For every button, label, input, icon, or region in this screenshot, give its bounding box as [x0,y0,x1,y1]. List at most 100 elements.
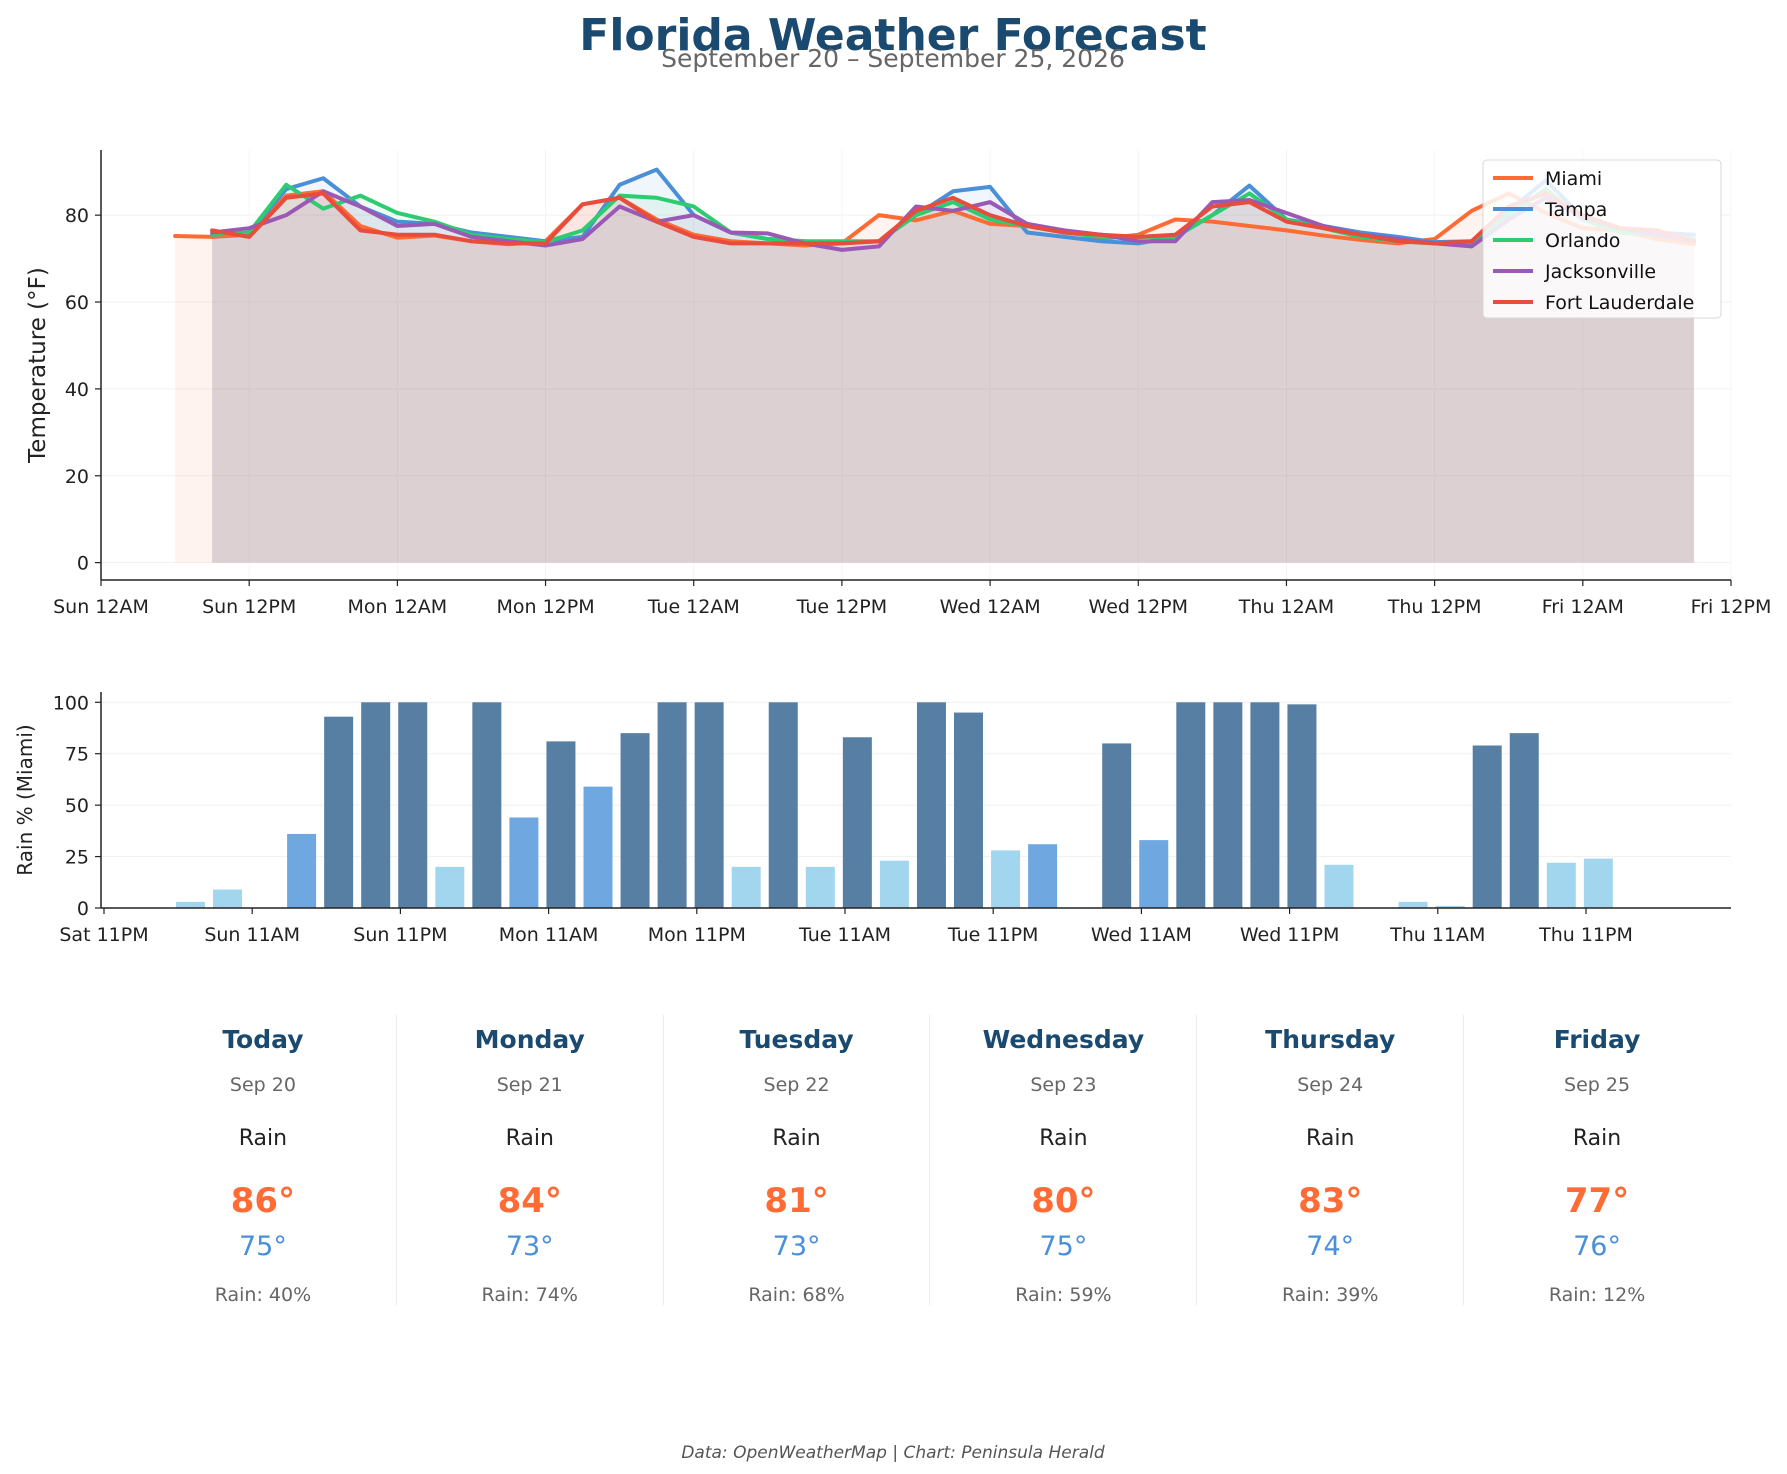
series-area [212,191,1694,563]
y-tick-label: 50 [65,795,89,817]
legend-label: Miami [1545,168,1602,190]
forecast-day: Tuesday [739,1025,854,1054]
x-tick-label: Fri 12AM [1542,596,1624,618]
forecast-high: 83° [1298,1181,1363,1221]
forecast-date: Sep 21 [496,1074,563,1096]
y-tick-label: 60 [65,292,89,314]
forecast-rain: Rain: 59% [1015,1284,1112,1306]
forecast-rain: Rain: 12% [1548,1284,1646,1306]
forecast-high: 80° [1031,1181,1096,1221]
rain-bar [954,712,983,908]
forecast-card-thursday: Thursday Sep 24 Rain 83° 74° Rain: 39% [1197,1015,1465,1306]
rain-bar [768,702,798,908]
rain-bar [1583,858,1613,908]
x-tick-label: Sun 12AM [53,596,149,618]
rain-bar [1435,905,1465,908]
rain-bar [1028,844,1058,908]
forecast-date: Sep 24 [1297,1074,1364,1096]
rain-bar [1250,702,1280,908]
legend-label: Tampa [1544,199,1607,221]
rain-bar [620,733,650,908]
forecast-date: Sep 25 [1564,1074,1631,1096]
y-tick-label: 100 [53,692,89,714]
rain-bar [1398,901,1428,908]
rain-bar [1509,733,1539,908]
rain-bar [398,702,428,908]
forecast-condition: Rain [505,1126,554,1151]
forecast-day: Monday [474,1025,585,1054]
rain-bar [361,702,391,908]
x-tick-label: Tue 11AM [798,924,891,946]
rain-bar [1472,745,1502,908]
x-tick-label: Mon 11AM [499,924,599,946]
y-tick-label: 80 [65,205,89,227]
rain-bar [583,786,613,908]
x-tick-label: Mon 12PM [496,596,594,618]
rain-bar [1287,704,1317,908]
series-area [212,184,1694,563]
forecast-card-friday: Friday Sep 25 Rain 77° 76° Rain: 12% [1464,1015,1730,1306]
x-tick-label: Sun 11AM [204,924,300,946]
x-tick-label: Wed 12AM [940,596,1041,618]
temperature-panel: 0 20 40 60 80 Sun 12AM Sun 12PM Mon 12AM Mon 12P… [25,150,1771,618]
forecast-rain: Rain: 40% [214,1284,312,1306]
forecast-date: Sep 23 [1030,1074,1097,1096]
series-area [212,193,1694,563]
rain-bar [1176,702,1206,908]
rain-bar [509,817,539,908]
x-tick-label: Thu 11PM [1538,924,1633,946]
x-tick-label: Tue 12PM [796,596,888,618]
forecast-low: 75° [238,1231,287,1262]
forecast-low: 73° [505,1231,554,1262]
y-tick-label: 40 [65,379,89,401]
forecast-high: 77° [1564,1181,1630,1221]
chart-subtitle: September 20 – September 25, 2026 [661,44,1125,73]
x-tick-label: Tue 12AM [647,596,740,618]
legend-label: Orlando [1545,230,1620,252]
series-line [210,191,1696,246]
forecast-condition: Rain [238,1126,288,1151]
forecast-condition: Rain [772,1126,821,1151]
legend-label: Jacksonville [1544,261,1656,283]
y-tick-label: 0 [77,553,89,575]
forecast-condition: Rain [1572,1126,1622,1151]
forecast-day: Wednesday [982,1025,1145,1054]
forecast-low: 73° [772,1231,821,1262]
forecast-rain: Rain: 39% [1282,1284,1379,1306]
forecast-condition: Rain [1039,1126,1088,1151]
rain-bar [805,866,835,908]
x-tick-label: Mon 12AM [348,596,448,618]
forecast-cards: Today Sep 20 Rain 86° 75° Rain: 40% Mond… [130,1015,1730,1306]
rain-bar [1213,702,1243,908]
x-tick-label: Sat 11PM [59,924,148,946]
y-tick-label: 0 [77,898,89,920]
x-tick-label: Tue 11PM [947,924,1039,946]
chart-title: Florida Weather Forecast [579,10,1206,61]
rain-bar [1324,864,1354,908]
rain-bar [1546,862,1576,908]
forecast-day: Thursday [1265,1025,1396,1054]
forecast-high: 81° [764,1181,829,1221]
rain-bar [287,833,317,908]
forecast-card-today: Today Sep 20 Rain 86° 75° Rain: 40% [130,1015,397,1306]
forecast-card-wednesday: Wednesday Sep 23 Rain 80° 75° Rain: 59% [930,1015,1198,1306]
rain-bar [175,901,205,908]
forecast-rain: Rain: 68% [748,1284,845,1306]
series-area [175,191,1694,563]
forecast-card-tuesday: Tuesday Sep 22 Rain 81° 73° Rain: 68% [664,1015,931,1306]
forecast-low: 76° [1573,1231,1621,1262]
legend-label: Fort Lauderdale [1545,292,1694,314]
rain-bar [694,702,724,908]
rain-bar [213,889,242,908]
rain-bar [324,716,354,908]
x-tick-label: Thu 12AM [1238,596,1334,618]
rain-bar [546,741,576,908]
rain-bar [435,866,465,908]
forecast-date: Sep 20 [229,1074,296,1096]
forecast-card-monday: Monday Sep 21 Rain 84° 73° Rain: 74% [397,1015,664,1306]
x-tick-label: Sun 11PM [353,924,447,946]
y-tick-label: 25 [65,847,89,869]
rain-bar [842,737,872,908]
rain-bar [879,860,909,908]
